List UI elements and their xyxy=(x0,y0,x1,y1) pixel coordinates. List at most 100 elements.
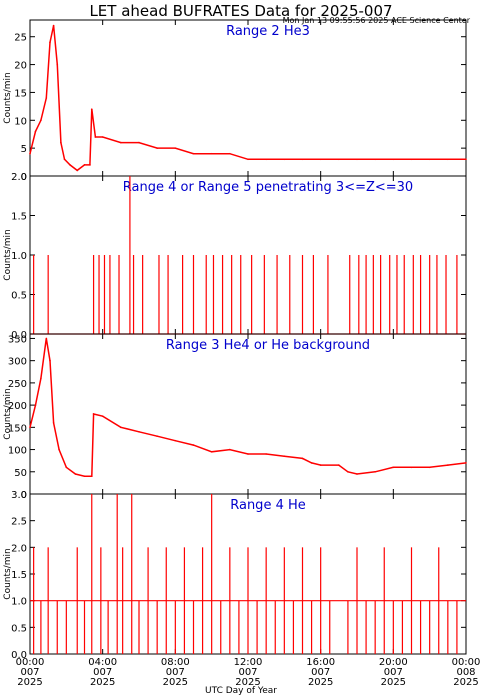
data-point-1-15 xyxy=(101,136,104,138)
data-point-3-11 xyxy=(92,413,95,415)
y-tick-label-3-7: 350 xyxy=(8,334,27,345)
y-tick-label-4-0: 0.0 xyxy=(11,650,27,661)
data-point-3-10 xyxy=(90,475,93,478)
data-point-3-31 xyxy=(410,466,413,469)
x-tick-label-day-2: 007 xyxy=(166,667,185,678)
data-point-3-13 xyxy=(120,426,122,429)
y-tick-label-1-2: 10 xyxy=(14,116,27,127)
data-point-3-14 xyxy=(138,430,140,433)
y-tick-label-4-2: 1.0 xyxy=(11,597,27,608)
y-tick-label-2-2: 1.0 xyxy=(11,251,27,262)
x-tick-label-day-6: 008 xyxy=(456,667,475,678)
y-tick-label-4-6: 3.0 xyxy=(11,490,27,501)
data-point-1-14 xyxy=(94,136,97,138)
x-tick-label-time-2: 08:00 xyxy=(161,657,190,668)
data-point-3-27 xyxy=(347,470,349,473)
y-tick-label-2-1: 0.5 xyxy=(11,291,27,302)
data-point-1-13 xyxy=(90,108,93,110)
data-point-1-31 xyxy=(392,158,395,161)
y-tick-label-1-3: 15 xyxy=(14,88,27,99)
x-tick-label-year-2: 2025 xyxy=(163,677,188,688)
data-point-3-4 xyxy=(49,359,51,362)
series-line-1 xyxy=(29,25,466,172)
data-point-3-33 xyxy=(447,464,449,466)
y-tick-label-2-4: 2.0 xyxy=(11,172,27,183)
data-point-1-0 xyxy=(29,152,31,155)
y-tick-label-3-1: 50 xyxy=(14,468,27,479)
data-point-3-17 xyxy=(192,444,195,446)
y-tick-label-3-5: 250 xyxy=(8,379,27,390)
data-point-3-6 xyxy=(58,448,60,451)
data-point-3-28 xyxy=(356,473,358,475)
data-point-3-5 xyxy=(52,422,55,424)
data-point-3-7 xyxy=(65,466,68,469)
x-tick-label-time-3: 12:00 xyxy=(234,657,263,668)
y-tick-label-1-5: 25 xyxy=(14,33,27,44)
data-point-3-0 xyxy=(29,426,31,429)
y-tick-label-2-0: 0.0 xyxy=(11,330,27,341)
data-point-1-25 xyxy=(283,158,286,161)
data-point-3-2 xyxy=(40,377,42,380)
x-tick-label-year-1: 2025 xyxy=(90,677,115,688)
data-point-3-9 xyxy=(83,475,86,478)
data-point-1-3 xyxy=(45,97,48,99)
y-axis-label-4: Counts/min xyxy=(3,548,13,599)
x-tick-label-year-5: 2025 xyxy=(381,677,406,688)
data-point-1-23 xyxy=(247,158,249,161)
chart-title: LET ahead BUFRATES Data for 2025-007 xyxy=(89,2,393,20)
data-point-3-15 xyxy=(156,435,158,438)
y-axis-label-1: Counts/min xyxy=(3,72,13,123)
data-point-1-32 xyxy=(410,158,413,161)
data-point-1-33 xyxy=(428,158,431,161)
data-point-1-12 xyxy=(89,164,91,166)
panel-frame-1 xyxy=(29,19,467,177)
y-tick-label-2-3: 1.5 xyxy=(11,212,27,223)
data-point-1-27 xyxy=(319,158,322,161)
data-point-1-30 xyxy=(374,158,376,161)
data-point-1-1 xyxy=(34,130,37,133)
data-point-1-7 xyxy=(60,141,62,144)
y-tick-label-4-4: 2.0 xyxy=(11,543,27,554)
data-point-1-35 xyxy=(465,158,467,161)
data-point-1-2 xyxy=(40,119,42,122)
data-point-3-1 xyxy=(34,404,37,406)
y-axis-label-2: Counts/min xyxy=(3,229,13,280)
x-axis-label: UTC Day of Year xyxy=(205,686,277,696)
y-tick-label-3-3: 150 xyxy=(8,423,27,434)
panel-title-4: Range 4 He xyxy=(230,498,306,513)
data-point-1-24 xyxy=(265,158,267,161)
data-point-3-21 xyxy=(265,453,267,455)
data-point-1-18 xyxy=(156,147,158,149)
data-point-1-11 xyxy=(83,164,86,166)
data-point-3-12 xyxy=(101,415,104,418)
x-tick-label-time-5: 20:00 xyxy=(379,657,408,668)
data-point-1-5 xyxy=(52,24,55,27)
panel-title-1: Range 2 He3 xyxy=(226,24,310,39)
data-point-3-25 xyxy=(319,464,322,466)
x-tick-label-year-4: 2025 xyxy=(308,677,333,688)
x-tick-label-day-0: 007 xyxy=(20,667,39,678)
y-tick-label-1-1: 5 xyxy=(21,144,27,155)
x-tick-label-time-1: 04:00 xyxy=(88,657,117,668)
data-point-1-8 xyxy=(63,158,66,161)
panel-title-3: Range 3 He4 or He background xyxy=(166,338,370,353)
data-point-1-21 xyxy=(210,152,213,155)
data-point-3-32 xyxy=(428,466,431,469)
data-point-1-26 xyxy=(301,158,304,161)
data-point-1-28 xyxy=(338,158,340,161)
data-point-3-3 xyxy=(45,337,48,340)
data-point-1-6 xyxy=(56,63,59,66)
data-point-1-16 xyxy=(120,141,122,144)
data-point-3-16 xyxy=(174,439,177,442)
data-point-1-19 xyxy=(174,147,177,149)
data-point-1-22 xyxy=(229,152,231,155)
x-tick-label-day-1: 007 xyxy=(93,667,112,678)
data-point-3-20 xyxy=(247,453,249,455)
y-tick-label-4-1: 0.5 xyxy=(11,623,27,634)
panel-frame-2 xyxy=(29,175,467,335)
data-point-3-24 xyxy=(310,462,313,464)
x-tick-label-day-3: 007 xyxy=(238,667,257,678)
y-tick-label-3-4: 200 xyxy=(8,401,27,412)
y-tick-label-1-4: 20 xyxy=(14,61,27,72)
